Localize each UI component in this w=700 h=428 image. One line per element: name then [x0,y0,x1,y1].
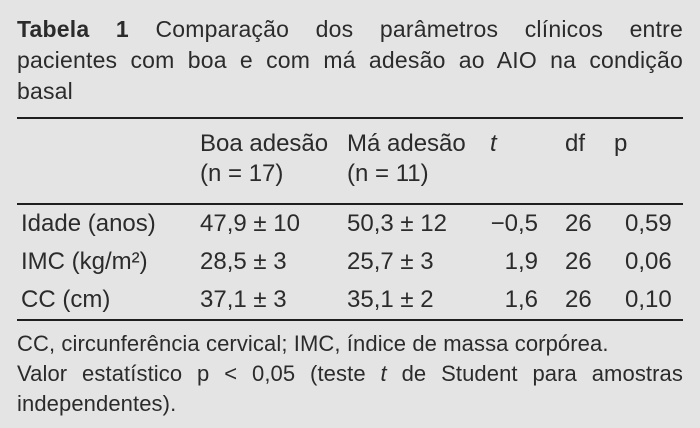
table-number-label: Tabela 1 [17,16,129,42]
table-caption: Tabela 1 Comparação dos parâmetros clíni… [17,14,683,107]
caption-text-part1: Comparação dos parâmetros clínicos entre [155,16,683,42]
table-row: CC (cm) 37,1 ± 3 35,1 ± 2 1,6 26 0,10 [17,281,683,319]
cell-t: −0,5 [490,210,538,237]
table-row: IMC (kg/m²) 28,5 ± 3 25,7 ± 3 1,9 26 0,0… [17,243,683,281]
column-header-ma-line2: (n = 11) [347,160,429,187]
cell-boa: 47,9 ± 10 [200,210,300,237]
column-header-boa-adesao: Boa adesão (n = 17) [200,119,347,204]
cell-ma: 35,1 ± 2 [347,286,434,313]
cell-ma: 50,3 ± 12 [347,210,447,237]
cell-boa: 28,5 ± 3 [200,248,287,275]
row-label: IMC (kg/m²) [21,248,148,275]
cell-p: 0,06 [625,248,672,275]
cell-t: 1,9 [504,248,538,275]
cell-ma: 25,7 ± 3 [347,248,434,275]
comparison-table: Boa adesão (n = 17) Má adesão (n = 11) t… [17,119,683,319]
column-header-boa-line2: (n = 17) [200,160,284,187]
footnote-stats-part2: de Student para amostras [401,361,683,386]
caption-line-2: pacientes com boa e com má adesão ao AIO… [17,47,683,73]
caption-line-3: basal [17,78,73,104]
column-header-boa-line1: Boa adesão [200,130,329,157]
column-header-empty [17,119,200,204]
column-header-p: p [614,130,628,157]
table-footnote: CC, circunferência cervical; IMC, índice… [17,329,683,419]
footnote-stats-part1: Valor estatístico p < 0,05 (teste [17,361,366,386]
row-label: Idade (anos) [21,210,156,237]
header-row: Boa adesão (n = 17) Má adesão (n = 11) t… [17,119,683,204]
cell-p: 0,59 [625,210,672,237]
cell-df: 26 [565,210,592,237]
column-header-t: t [490,130,497,157]
column-header-ma-adesao: Má adesão (n = 11) [347,119,478,204]
cell-df: 26 [565,248,592,275]
bottom-rule [17,319,683,321]
footnote-stats-line: Valor estatístico p < 0,05 (teste t de S… [17,359,683,389]
footnote-italic-t: t [380,361,387,386]
cell-p: 0,10 [625,286,672,313]
table-row: Idade (anos) 47,9 ± 10 50,3 ± 12 −0,5 26… [17,204,683,243]
cell-boa: 37,1 ± 3 [200,286,287,313]
top-rule [17,117,683,119]
row-label: CC (cm) [21,286,111,313]
caption-line-1: Tabela 1 Comparação dos parâmetros clíni… [17,14,683,45]
cell-df: 26 [565,286,592,313]
column-header-df: df [565,130,586,157]
footnote-abbreviations: CC, circunferência cervical; IMC, índice… [17,331,609,356]
table-body: Idade (anos) 47,9 ± 10 50,3 ± 12 −0,5 26… [17,204,683,319]
table-header: Boa adesão (n = 17) Má adesão (n = 11) t… [17,119,683,204]
cell-t: 1,6 [504,286,538,313]
column-header-ma-line1: Má adesão [347,130,466,157]
footnote-stats-continuation: independentes). [17,391,177,416]
